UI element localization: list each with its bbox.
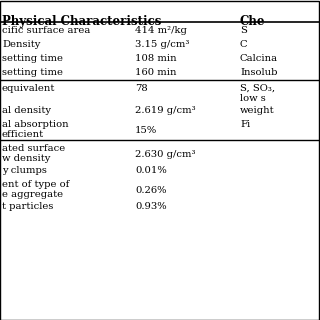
Text: C: C [240,40,248,49]
Text: al density: al density [2,106,51,115]
Text: Insolub: Insolub [240,68,277,77]
Text: equivalent: equivalent [2,84,55,93]
Text: 160 min: 160 min [135,68,177,77]
Text: 108 min: 108 min [135,54,177,63]
Text: al absorption
efficient: al absorption efficient [2,120,68,140]
Text: 414 m²/kg: 414 m²/kg [135,26,187,35]
Text: 2.619 g/cm³: 2.619 g/cm³ [135,106,196,115]
Text: ent of type of
e aggregate: ent of type of e aggregate [2,180,69,199]
Text: Fi: Fi [240,120,250,129]
Text: Physical Characteristics: Physical Characteristics [2,15,161,28]
Text: cific surface area: cific surface area [2,26,90,35]
Text: setting time: setting time [2,68,63,77]
Text: t particles: t particles [2,202,53,211]
Text: S: S [240,26,247,35]
Text: 15%: 15% [135,126,157,135]
Text: 78: 78 [135,84,148,93]
Text: 0.26%: 0.26% [135,186,166,195]
Text: 2.630 g/cm³: 2.630 g/cm³ [135,150,196,159]
Text: 0.93%: 0.93% [135,202,167,211]
Text: Calcina: Calcina [240,54,278,63]
Text: Che: Che [240,15,266,28]
Text: 3.15 g/cm³: 3.15 g/cm³ [135,40,189,49]
Text: ated surface
w density: ated surface w density [2,144,65,164]
Text: weight: weight [240,106,275,115]
Text: y clumps: y clumps [2,166,47,175]
Text: setting time: setting time [2,54,63,63]
Text: Density: Density [2,40,40,49]
Text: S, SO₃,
low s: S, SO₃, low s [240,84,275,103]
Text: 0.01%: 0.01% [135,166,167,175]
